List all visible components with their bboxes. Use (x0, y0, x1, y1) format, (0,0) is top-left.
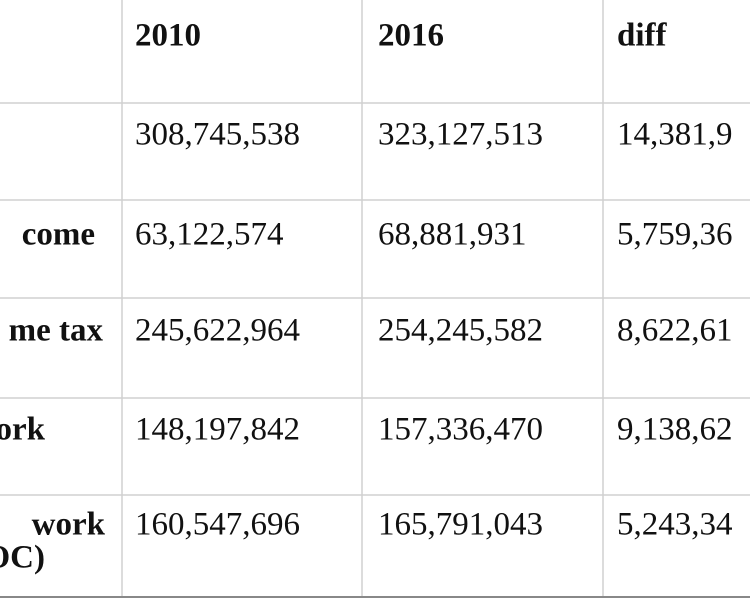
cell: 323,127,513 (378, 117, 543, 153)
cell: 157,336,470 (378, 412, 543, 448)
cell: 9,138,62 (617, 412, 733, 448)
row-label: me tax (9, 313, 104, 349)
row-label: OC) (0, 540, 45, 576)
cell: 254,245,582 (378, 313, 543, 349)
cell: 308,745,538 (135, 117, 300, 153)
cell: 8,622,61 (617, 313, 733, 349)
cell: 14,381,9 (617, 117, 733, 153)
header-cell: 2010 (135, 18, 201, 54)
cell: 5,759,36 (617, 217, 733, 253)
header-cell: diff (617, 18, 668, 54)
row-label: come (22, 217, 95, 253)
cell: 165,791,043 (378, 507, 543, 543)
cell: 148,197,842 (135, 412, 300, 448)
header-cell: 2016 (378, 18, 444, 54)
row-label: work (32, 507, 106, 543)
row-label: ork (0, 412, 46, 448)
cell: 63,122,574 (135, 217, 284, 253)
cell: 160,547,696 (135, 507, 300, 543)
cell: 245,622,964 (135, 313, 300, 349)
cell: 5,243,34 (617, 507, 733, 543)
cell: 68,881,931 (378, 217, 527, 253)
